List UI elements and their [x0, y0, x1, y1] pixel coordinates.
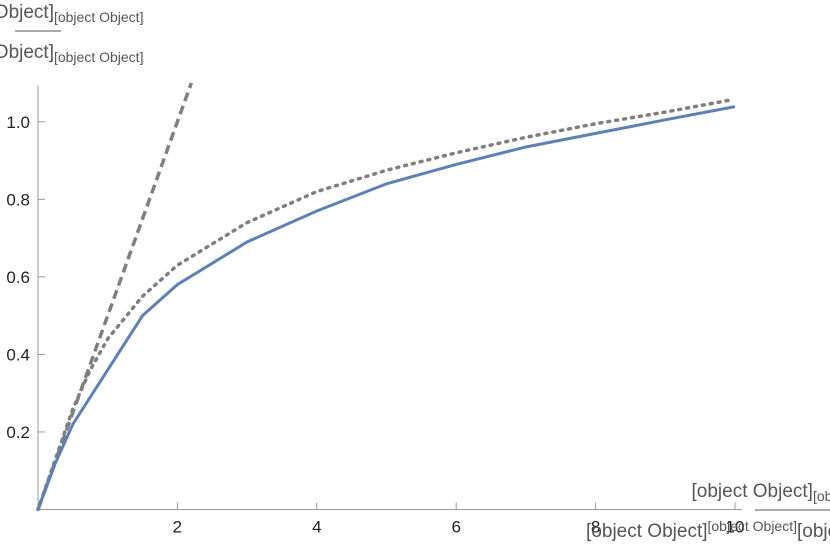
series-solid	[36, 105, 736, 511]
y-tick-label: 1.0	[6, 113, 30, 132]
y-tick-label: 0.2	[6, 423, 30, 442]
label-run: [object Object]	[54, 9, 144, 25]
y-tick-label: 0.6	[6, 268, 30, 287]
label-run: [object Object]	[54, 49, 144, 65]
x-tick-label: 2	[173, 518, 182, 537]
ylabel-numerator: [object Object][object Object]	[0, 2, 143, 25]
label-run: [object Object]	[586, 521, 707, 542]
y-tick-label: 0.8	[6, 190, 30, 209]
xlabel-numerator: [object Object][object Object]	[692, 481, 830, 504]
label-run: [object Object]	[813, 488, 830, 504]
series-dotted	[36, 98, 730, 512]
x-tick-label: 6	[451, 518, 460, 537]
y-tick-label: 0.4	[6, 345, 30, 364]
label-run: [object Object]	[0, 2, 54, 23]
label-run: [object Object]	[692, 481, 813, 502]
x-tick-label: 4	[312, 518, 321, 537]
x-tick-label: 8	[591, 518, 600, 537]
label-run: [object Object]	[0, 42, 54, 63]
label-run: [object Object]	[708, 518, 798, 534]
ylabel-denominator: [object Object][object Object]	[0, 42, 143, 65]
series-dashed	[36, 82, 193, 511]
label-run: [object Object]	[797, 521, 830, 542]
x-tick-label: 10	[726, 518, 745, 537]
xlabel-denominator: [object Object][object Object][object Ob…	[586, 518, 830, 543]
